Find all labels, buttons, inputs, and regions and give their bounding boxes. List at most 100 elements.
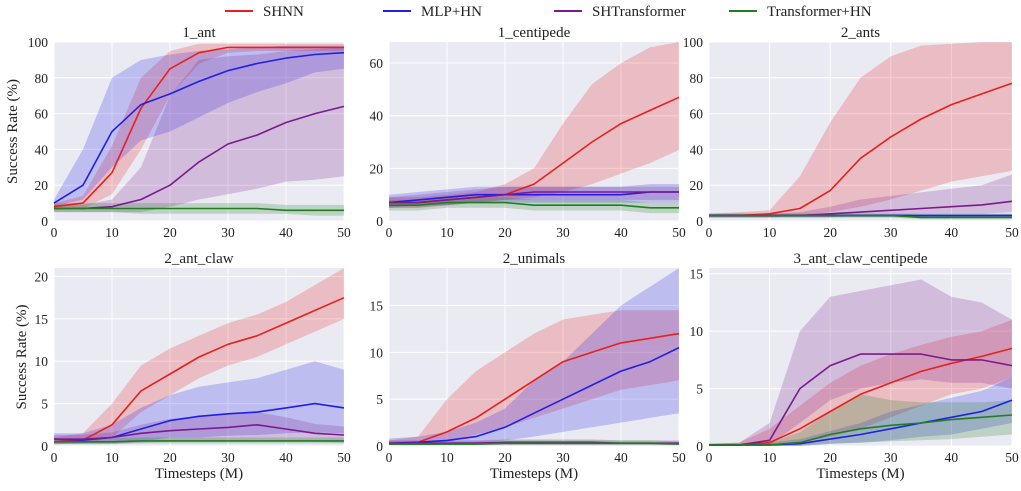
band-shtransformer [709, 279, 1012, 446]
x-tick-label: 20 [498, 450, 512, 465]
y-tick-label: 40 [370, 109, 384, 124]
x-tick-label: 30 [556, 450, 570, 465]
band-shnn [709, 319, 1012, 446]
x-tick-label: 50 [337, 225, 351, 240]
x-tick-label: 10 [105, 225, 119, 240]
panel-title: 2_ant_claw [164, 251, 233, 267]
x-tick-label: 40 [614, 225, 628, 240]
x-tick-label: 50 [1005, 225, 1019, 240]
band-transformer-hn [54, 203, 344, 216]
x-tick-label: 10 [440, 450, 454, 465]
panel-title: 2_unimals [503, 251, 566, 267]
x-tick-label: 10 [763, 225, 777, 240]
y-tick-label: 60 [370, 56, 384, 71]
x-tick-label: 20 [163, 225, 177, 240]
x-tick-label: 10 [105, 450, 119, 465]
line-shtransformer [54, 105, 345, 210]
x-tick-label: 50 [1005, 450, 1019, 465]
y-tick-label: 20 [690, 178, 704, 193]
x-tick-label: 30 [884, 225, 898, 240]
plot-area [389, 268, 679, 446]
band-transformer-hn [709, 394, 1012, 446]
band-shnn [54, 43, 344, 211]
x-tick-label: 30 [221, 450, 235, 465]
x-tick-label: 30 [556, 225, 570, 240]
x-tick-label: 10 [763, 450, 777, 465]
legend-label-mlp-hn: MLP+HN [421, 4, 482, 20]
x-tick-label: 40 [279, 450, 293, 465]
band-shnn [389, 310, 679, 446]
x-tick-label: 0 [706, 450, 713, 465]
band-mlp-hn [389, 268, 679, 446]
band-mlp-hn [54, 45, 344, 207]
plot-area [389, 42, 679, 221]
panel-2-unimals: 0 10 20 30 40 50 0 5 10 15 2_unimals Timesteps (M) [370, 251, 687, 482]
band-shtransformer [54, 47, 344, 213]
y-tick-label: 15 [370, 298, 384, 313]
y-tick-label: 5 [696, 382, 703, 397]
x-tick-label: 0 [706, 225, 713, 240]
y-tick-label: 5 [376, 392, 383, 407]
y-tick-label: 15 [35, 312, 49, 327]
line-shnn [709, 347, 1013, 446]
y-axis-label: Success Rate (%) [14, 305, 30, 410]
y-tick-label: 10 [35, 354, 49, 369]
line-shnn [709, 82, 1013, 217]
band-mlp-hn [54, 361, 344, 444]
panel-3-ant-claw-centipede: 0 10 20 30 40 50 0 5 10 15 3_ant_claw_centipede Tim… [690, 251, 1020, 482]
line-transformer-hn [389, 201, 679, 209]
y-axis-label: Success Rate (%) [5, 79, 21, 184]
y-tick-label: 100 [28, 35, 49, 50]
line-shnn [53, 46, 344, 208]
y-tick-label: 0 [376, 214, 383, 229]
y-tick-label: 20 [370, 161, 384, 176]
y-tick-label: 0 [696, 214, 703, 229]
y-tick-label: 100 [683, 35, 704, 50]
plot-area [54, 42, 344, 221]
panel-2-ant-claw: 0 10 20 30 40 50 0 5 10 15 20 2_ant_claw Timesteps (… [14, 251, 351, 482]
x-tick-label: 0 [51, 450, 58, 465]
line-mlp-hn [388, 346, 680, 444]
x-tick-label: 0 [386, 450, 393, 465]
y-tick-label: 80 [35, 71, 49, 86]
plot-area [709, 42, 1012, 221]
y-tick-label: 20 [35, 178, 49, 193]
line-mlp-hn [388, 191, 679, 204]
y-tick-label: 60 [690, 107, 704, 122]
panel-2-ants: 0 10 20 30 40 50 0 20 40 60 80 100 2_ants [683, 25, 1019, 240]
line-transformer-hn [709, 414, 1013, 446]
x-tick-label: 20 [823, 225, 837, 240]
y-tick-label: 0 [696, 439, 703, 454]
x-tick-label: 20 [498, 225, 512, 240]
x-tick-label: 30 [221, 225, 235, 240]
panel-1-centipede: 0 10 20 30 40 50 0 20 40 60 1_centipede [370, 25, 687, 240]
x-tick-label: 40 [279, 225, 293, 240]
x-axis-label: Timesteps (M) [490, 466, 578, 482]
x-tick-label: 40 [614, 450, 628, 465]
x-tick-label: 30 [884, 450, 898, 465]
y-tick-label: 10 [690, 324, 704, 339]
x-tick-label: 50 [672, 225, 686, 240]
panel-title: 1_ant [182, 25, 216, 41]
y-tick-label: 60 [35, 107, 49, 122]
line-shtransformer [709, 353, 1013, 446]
y-tick-label: 80 [690, 71, 704, 86]
line-shtransformer [54, 423, 345, 441]
panel-title: 1_centipede [498, 25, 571, 41]
x-tick-label: 0 [386, 225, 393, 240]
plot-area [709, 268, 1012, 446]
y-tick-label: 15 [690, 267, 704, 282]
y-tick-label: 0 [41, 439, 48, 454]
x-axis-label: Timesteps (M) [155, 466, 243, 482]
line-shnn [388, 332, 680, 445]
y-tick-label: 5 [41, 397, 48, 412]
x-tick-label: 50 [672, 450, 686, 465]
band-mlp-hn [709, 377, 1012, 446]
band-shnn [709, 42, 1012, 218]
line-transformer-hn [709, 214, 1012, 219]
line-shtransformer [389, 191, 679, 204]
y-tick-label: 20 [35, 269, 49, 284]
x-tick-label: 50 [337, 450, 351, 465]
